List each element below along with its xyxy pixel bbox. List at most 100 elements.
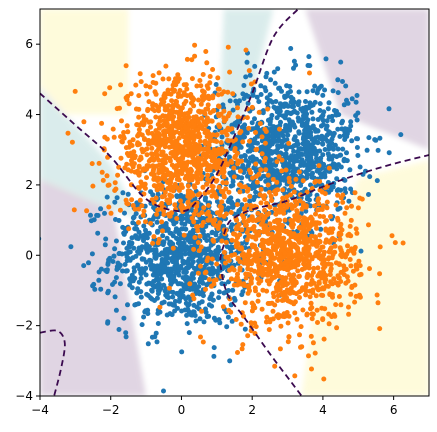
data-point [222, 260, 228, 266]
data-point [189, 57, 195, 63]
data-point [346, 198, 352, 204]
data-point [353, 99, 359, 105]
data-point [160, 233, 166, 239]
data-point [267, 117, 273, 123]
data-point [303, 208, 309, 214]
data-point [265, 182, 271, 188]
data-point [304, 239, 310, 245]
data-point [171, 120, 177, 125]
data-point [134, 122, 140, 128]
data-point [263, 167, 269, 173]
data-point [177, 296, 183, 302]
data-point [329, 237, 335, 243]
data-point [246, 217, 252, 223]
data-point [346, 304, 351, 310]
data-point [149, 197, 155, 203]
data-point [239, 246, 245, 252]
data-point [72, 88, 78, 94]
data-point [192, 313, 198, 318]
data-point [157, 139, 162, 145]
data-point [121, 230, 127, 236]
data-point [184, 212, 190, 218]
data-point [267, 258, 273, 264]
data-point [150, 80, 156, 85]
data-point [197, 109, 203, 115]
data-point [227, 69, 233, 75]
data-point [231, 295, 237, 301]
data-point [292, 124, 298, 130]
data-point [280, 187, 286, 193]
data-point [168, 193, 174, 199]
data-point [254, 94, 260, 100]
data-point [108, 210, 114, 216]
data-point [156, 157, 162, 163]
data-point [200, 293, 206, 299]
data-point [313, 135, 319, 141]
data-point [168, 187, 174, 193]
data-point [225, 44, 231, 50]
data-point [71, 207, 77, 213]
data-point [204, 181, 210, 187]
data-point [164, 235, 170, 241]
data-point [339, 120, 345, 126]
background-region [301, 160, 429, 396]
data-point [105, 262, 111, 267]
data-point [187, 109, 193, 115]
data-point [166, 108, 172, 114]
data-point [195, 180, 201, 186]
data-point [314, 243, 320, 249]
data-point [125, 302, 130, 308]
data-point [202, 141, 208, 146]
data-point [256, 109, 262, 115]
data-point [153, 114, 159, 120]
data-point [340, 146, 346, 152]
data-point [112, 294, 118, 300]
data-point [166, 172, 172, 178]
data-point [133, 233, 139, 239]
data-point [157, 304, 163, 310]
x-tick-label: −4 [31, 403, 49, 417]
data-point [262, 85, 268, 91]
data-point [104, 173, 110, 179]
data-point [190, 192, 196, 198]
data-point [259, 306, 265, 312]
data-point [254, 250, 260, 255]
data-point [150, 73, 156, 79]
data-point [201, 89, 207, 95]
data-point [366, 192, 371, 197]
data-point [68, 244, 74, 250]
data-point [353, 226, 359, 232]
data-point [288, 46, 294, 51]
data-point [195, 171, 201, 177]
data-point [340, 192, 346, 198]
data-point [214, 261, 220, 267]
data-point [348, 123, 354, 129]
data-point [105, 320, 111, 326]
data-point [328, 268, 333, 274]
data-point [120, 268, 125, 274]
data-point [136, 279, 142, 285]
data-point [260, 193, 266, 199]
data-point [229, 237, 235, 243]
data-point [182, 251, 188, 257]
data-point [88, 212, 93, 218]
data-point [213, 161, 218, 166]
data-point [326, 256, 331, 262]
data-point [140, 212, 146, 218]
data-point [244, 115, 250, 121]
data-point [235, 255, 241, 261]
data-point [350, 268, 356, 274]
data-point [211, 315, 217, 321]
data-point [228, 195, 234, 201]
data-point [294, 201, 300, 207]
data-point [191, 246, 197, 252]
data-point [256, 99, 262, 105]
data-point [309, 256, 315, 262]
data-point [258, 186, 264, 192]
data-point [138, 294, 144, 300]
data-point [297, 332, 302, 338]
data-point [309, 311, 315, 317]
data-point [307, 63, 313, 69]
data-point [273, 162, 279, 168]
data-point [134, 290, 140, 296]
